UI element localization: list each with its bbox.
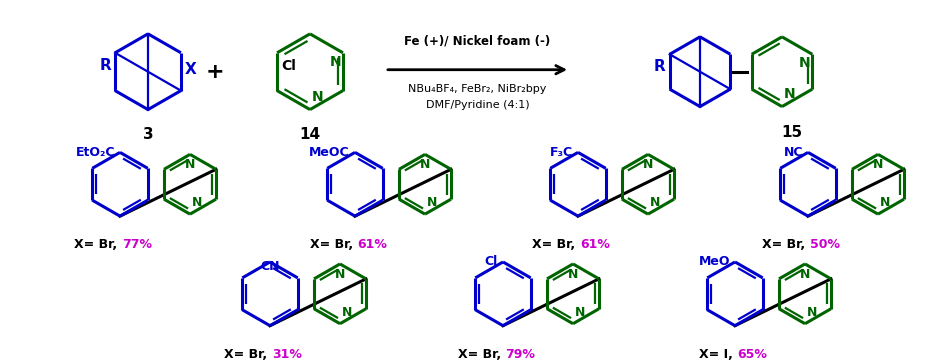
Text: F₃C: F₃C <box>549 146 573 159</box>
Text: N: N <box>873 158 884 171</box>
Text: NC: NC <box>784 146 803 159</box>
Text: Fe (+)/ Nickel foam (-): Fe (+)/ Nickel foam (-) <box>404 35 550 48</box>
Text: MeO: MeO <box>699 256 730 269</box>
Text: 61%: 61% <box>357 238 387 251</box>
Text: N: N <box>427 196 437 209</box>
Text: DMF/Pyridine (4:1): DMF/Pyridine (4:1) <box>426 100 530 110</box>
Text: N: N <box>192 196 202 209</box>
Text: N: N <box>185 158 195 171</box>
Text: X= Br,: X= Br, <box>225 348 272 361</box>
Text: R: R <box>654 59 666 74</box>
Text: 77%: 77% <box>122 238 152 251</box>
Text: X= Br,: X= Br, <box>763 238 810 251</box>
Text: N: N <box>342 306 352 319</box>
Text: 79%: 79% <box>505 348 535 361</box>
Text: N: N <box>329 55 341 69</box>
Text: 50%: 50% <box>810 238 840 251</box>
Text: X= Br,: X= Br, <box>458 348 505 361</box>
Text: N: N <box>880 196 890 209</box>
Text: +: + <box>206 62 225 82</box>
Text: X= Br,: X= Br, <box>310 238 357 251</box>
Text: N: N <box>420 158 430 171</box>
Text: R: R <box>99 58 111 73</box>
Text: N: N <box>575 306 585 319</box>
Text: N: N <box>800 268 810 281</box>
Text: N: N <box>650 196 661 209</box>
Text: NBu₄BF₄, FeBr₂, NiBr₂bpy: NBu₄BF₄, FeBr₂, NiBr₂bpy <box>409 84 547 94</box>
Text: 65%: 65% <box>737 348 767 361</box>
Text: N: N <box>335 268 346 281</box>
Text: N: N <box>807 306 818 319</box>
Text: X= I,: X= I, <box>699 348 737 361</box>
Text: CN: CN <box>261 260 279 273</box>
Text: 14: 14 <box>299 127 321 142</box>
Text: N: N <box>312 90 324 104</box>
Text: X= Br,: X= Br, <box>75 238 122 251</box>
Text: X: X <box>185 62 196 77</box>
Text: X= Br,: X= Br, <box>532 238 580 251</box>
Text: N: N <box>784 87 796 100</box>
Text: 31%: 31% <box>272 348 302 361</box>
Text: Cl: Cl <box>485 256 498 269</box>
Text: EtO₂C: EtO₂C <box>76 146 115 159</box>
Text: MeOC: MeOC <box>310 146 350 159</box>
Text: N: N <box>643 158 653 171</box>
Text: 15: 15 <box>782 124 802 139</box>
Text: N: N <box>567 268 578 281</box>
Text: 3: 3 <box>143 127 153 142</box>
Text: Cl: Cl <box>281 59 296 73</box>
Text: 61%: 61% <box>580 238 610 251</box>
Text: N: N <box>799 56 810 70</box>
